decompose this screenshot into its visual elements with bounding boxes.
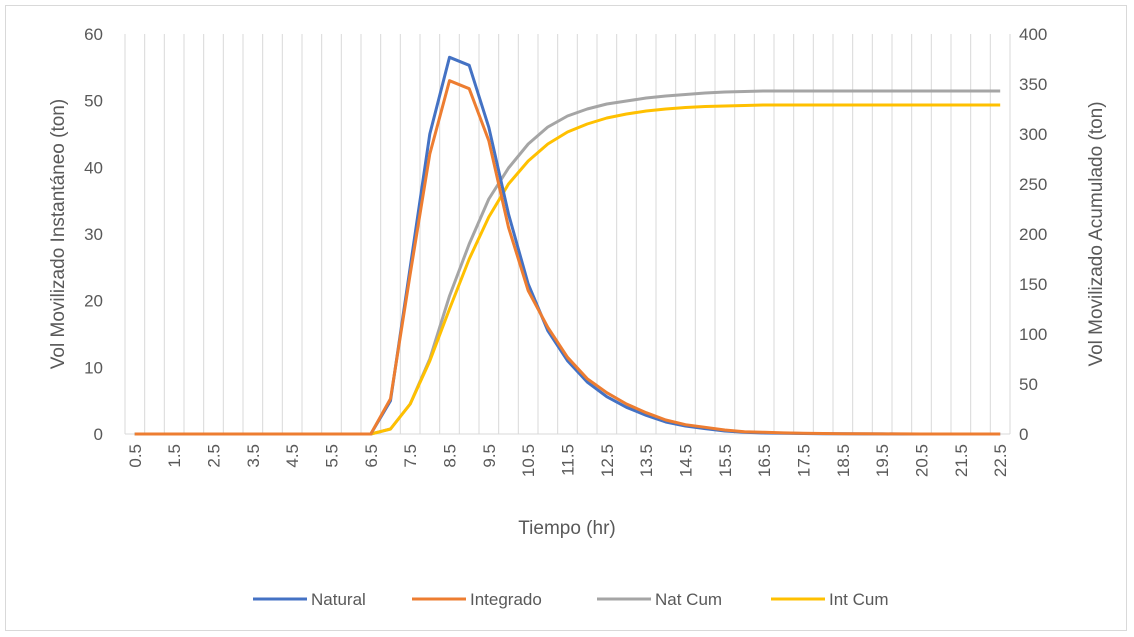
x-tick-label: 14.5 <box>677 444 696 477</box>
x-tick-label: 6.5 <box>362 444 381 468</box>
x-axis-ticks: 0.5 1.5 2.5 3.5 4.5 5.5 6.5 7.5 8.5 9.5 10.5 11.5 12… <box>126 444 1010 477</box>
series-line-natural <box>134 55 1001 436</box>
x-tick-label: 11.5 <box>559 444 578 476</box>
y2-tick-label: 100 <box>1019 325 1047 344</box>
y-axis-title: Vol Movilizado Instantáneo (ton) <box>48 99 69 369</box>
gridlines <box>124 34 1011 434</box>
y2-tick-label: 350 <box>1019 75 1047 94</box>
y2-axis-title: Vol Movilizado Acumulado (ton) <box>1086 101 1107 366</box>
y2-tick-label: 250 <box>1019 175 1047 194</box>
y-tick-label: 40 <box>84 158 103 177</box>
y2-tick-label: 200 <box>1019 225 1047 244</box>
y2-tick-label: 50 <box>1019 375 1038 394</box>
series-line-integrado <box>134 79 1001 436</box>
x-axis-title: Tiempo (hr) <box>518 518 615 539</box>
legend: Natural Integrado Nat Cum Int Cum <box>253 590 889 609</box>
y2-tick-label: 300 <box>1019 125 1047 144</box>
y-tick-label: 20 <box>84 292 103 311</box>
y-tick-label: 30 <box>84 225 103 244</box>
x-tick-label: 5.5 <box>323 444 342 468</box>
x-tick-label: 20.5 <box>913 444 932 477</box>
y-tick-label: 10 <box>84 358 103 377</box>
y2-axis-ticks: 0 50 100 150 200 250 300 350 400 <box>1019 25 1047 444</box>
y2-tick-label: 150 <box>1019 275 1047 294</box>
y-tick-label: 0 <box>94 425 103 444</box>
y-axis-ticks: 0 10 20 30 40 50 60 <box>84 25 103 444</box>
y-tick-label: 50 <box>84 92 103 111</box>
x-tick-label: 4.5 <box>283 444 302 468</box>
series-layer <box>134 55 1001 436</box>
x-tick-label: 10.5 <box>519 444 538 477</box>
x-tick-label: 13.5 <box>637 444 656 477</box>
legend-label: Integrado <box>470 590 542 609</box>
x-tick-label: 2.5 <box>205 444 224 468</box>
x-tick-label: 8.5 <box>441 444 460 468</box>
x-tick-label: 1.5 <box>165 444 184 468</box>
x-tick-label: 22.5 <box>991 444 1010 477</box>
x-tick-label: 12.5 <box>598 444 617 477</box>
x-tick-label: 15.5 <box>716 444 735 477</box>
x-tick-label: 3.5 <box>244 444 263 468</box>
y2-tick-label: 400 <box>1019 25 1047 44</box>
x-tick-label: 0.5 <box>126 444 145 468</box>
legend-label: Nat Cum <box>655 590 722 609</box>
x-tick-label: 18.5 <box>834 444 853 477</box>
y2-tick-label: 0 <box>1019 425 1028 444</box>
legend-label: Int Cum <box>829 590 889 609</box>
series-line-int-cum <box>134 103 1001 436</box>
series-line-nat-cum <box>134 89 1001 436</box>
x-tick-label: 9.5 <box>480 444 499 468</box>
y-tick-label: 60 <box>84 25 103 44</box>
legend-label: Natural <box>311 590 366 609</box>
x-tick-label: 21.5 <box>952 444 971 477</box>
x-tick-label: 16.5 <box>755 444 774 477</box>
x-tick-label: 17.5 <box>795 444 814 477</box>
chart-frame <box>5 5 1127 631</box>
x-tick-label: 19.5 <box>873 444 892 477</box>
x-tick-label: 7.5 <box>401 444 420 468</box>
